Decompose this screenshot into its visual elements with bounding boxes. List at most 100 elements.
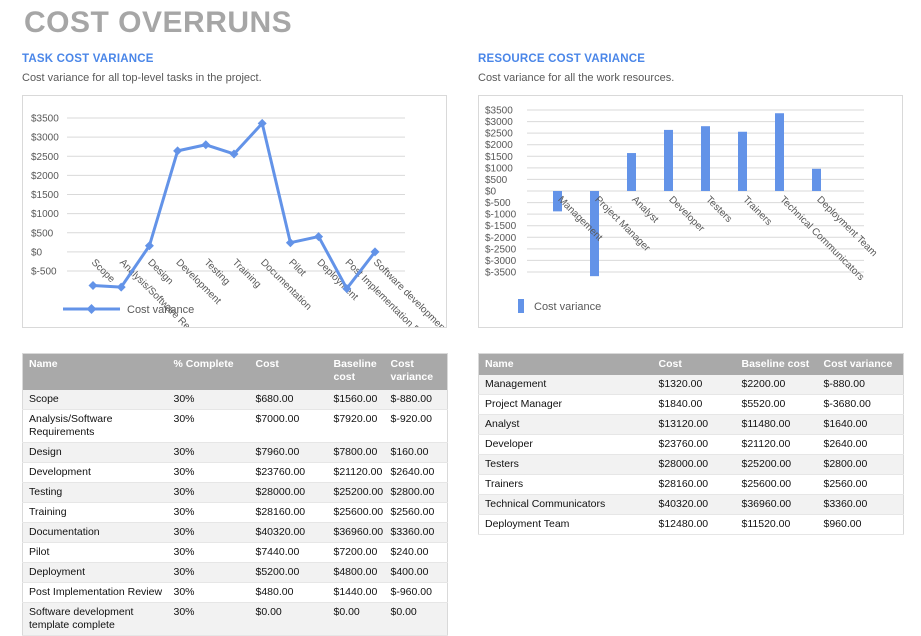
table-cell: Testing <box>22 482 168 503</box>
table-cell: $11520.00 <box>735 514 818 535</box>
table-cell: $3360.00 <box>817 494 904 515</box>
table-cell: Post Implementation Review <box>22 582 168 603</box>
task-cost-variance-line-chart: $3500 $3000 $2500 $2000 $1500 $1000 $500 $0 $-50… <box>22 95 447 328</box>
table-cell: Software development template complete <box>22 602 168 636</box>
table-row: Development 30% $23760.00 $21120.00 $2640.00 <box>22 462 448 483</box>
y-axis-tick-label: $-1500 <box>485 221 517 232</box>
table-cell: 30% <box>167 442 250 463</box>
cost-variance-bar <box>775 113 784 191</box>
resource-cost-table: Name Cost Baseline cost Cost variance Manage… <box>478 353 904 535</box>
table-cell: $2800.00 <box>384 482 448 503</box>
table-cell: $28000.00 <box>249 482 328 503</box>
table-cell: $2200.00 <box>735 375 818 395</box>
table-cell: $2560.00 <box>817 474 904 495</box>
table-cell: $21120.00 <box>735 434 818 455</box>
table-cell: $400.00 <box>384 562 448 583</box>
table-cell: $680.00 <box>249 390 328 410</box>
y-axis-tick-label: $500 <box>485 175 508 186</box>
table-cell: Analyst <box>478 414 653 435</box>
y-axis-tick-label: $1500 <box>485 152 513 163</box>
task-cost-variance-section: TASK COST VARIANCE Cost variance for all… <box>22 53 448 636</box>
table-row: Post Implementation Review 30% $480.00 $144… <box>22 582 448 603</box>
table-row: Design 30% $7960.00 $7800.00 $160.00 <box>22 442 448 463</box>
table-cell: $5200.00 <box>249 562 328 583</box>
table-cell: $23760.00 <box>249 462 328 483</box>
y-axis-tick-label: $3500 <box>485 106 513 117</box>
table-cell: $480.00 <box>249 582 328 603</box>
x-axis-category-label: Trainers <box>740 194 773 227</box>
table-row: Developer $23760.00 $21120.00 $2640.00 <box>478 434 904 455</box>
column-header: Cost <box>652 353 736 375</box>
table-row: Analyst $13120.00 $11480.00 $1640.00 <box>478 414 904 435</box>
table-cell: $2640.00 <box>817 434 904 455</box>
table-cell: Deployment Team <box>478 514 653 535</box>
cost-variance-bar <box>590 191 599 277</box>
y-axis-tick-label: $1000 <box>31 209 59 220</box>
data-point-marker <box>88 281 98 291</box>
column-header: % Complete <box>167 353 250 390</box>
table-cell: $13120.00 <box>652 414 736 435</box>
table-cell: $25200.00 <box>735 454 818 475</box>
table-cell: Development <box>22 462 168 483</box>
table-cell: $3360.00 <box>384 522 448 543</box>
y-axis-tick-label: $-3500 <box>485 268 517 279</box>
table-cell: Pilot <box>22 542 168 563</box>
section-description-resource: Cost variance for all the work resources… <box>478 72 675 84</box>
table-cell: $7000.00 <box>249 409 328 443</box>
table-cell: $-880.00 <box>384 390 448 410</box>
table-row: Software development template complete 30… <box>22 602 448 636</box>
resource-cost-variance-bar-chart: $3500 $3000 $2500 $2000 $1500 $1000 $500 $0 $-50… <box>478 95 903 328</box>
table-cell: Analysis/Software Requirements <box>22 409 168 443</box>
legend-diamond-marker <box>86 304 97 314</box>
column-header: Name <box>22 353 168 390</box>
table-cell: $36960.00 <box>327 522 385 543</box>
table-cell: $5520.00 <box>735 394 818 415</box>
y-axis-tick-label: $-1000 <box>485 210 517 221</box>
data-point-marker <box>314 232 324 242</box>
table-cell: $7960.00 <box>249 442 328 463</box>
table-cell: $11480.00 <box>735 414 818 435</box>
y-axis-tick-label: $1500 <box>31 190 59 201</box>
table-row: Analysis/Software Requirements 30% $7000.0… <box>22 409 448 443</box>
table-cell: $0.00 <box>249 602 328 636</box>
table-cell: Developer <box>478 434 653 455</box>
table-cell: $7920.00 <box>327 409 385 443</box>
table-cell: $25600.00 <box>327 502 385 523</box>
y-axis-tick-label: $0 <box>485 187 497 198</box>
x-axis-category-label: Analyst <box>629 194 660 225</box>
table-cell: $160.00 <box>384 442 448 463</box>
y-axis-tick-label: $2000 <box>485 140 513 151</box>
table-row: Technical Communicators $40320.00 $36960.0… <box>478 494 904 515</box>
table-cell: Technical Communicators <box>478 494 653 515</box>
table-cell: 30% <box>167 409 250 443</box>
y-axis-tick-label: $500 <box>31 228 54 239</box>
table-cell: $960.00 <box>817 514 904 535</box>
y-axis-tick-label: $2500 <box>485 129 513 140</box>
table-cell: 30% <box>167 390 250 410</box>
table-cell: $28160.00 <box>652 474 736 495</box>
table-cell: $12480.00 <box>652 514 736 535</box>
table-cell: 30% <box>167 462 250 483</box>
data-point-marker <box>342 284 352 294</box>
data-point-marker <box>285 238 295 248</box>
table-cell: $-920.00 <box>384 409 448 443</box>
cost-variance-bar <box>738 131 747 191</box>
y-axis-tick-label: $3500 <box>31 114 59 125</box>
y-axis-tick-label: $-2000 <box>485 233 517 244</box>
data-point-marker <box>173 146 183 156</box>
table-cell: $4800.00 <box>327 562 385 583</box>
column-header: Name <box>478 353 653 375</box>
data-point-marker <box>229 149 239 159</box>
table-cell: 30% <box>167 502 250 523</box>
table-row: Management $1320.00 $2200.00 $-880.00 <box>478 375 904 395</box>
table-cell: 30% <box>167 602 250 636</box>
table-cell: $1320.00 <box>652 375 736 395</box>
table-cell: $21120.00 <box>327 462 385 483</box>
table-row: Project Manager $1840.00 $5520.00 $-3680.00 <box>478 394 904 415</box>
cost-variance-bar <box>664 129 673 191</box>
table-cell: $0.00 <box>327 602 385 636</box>
cost-variance-bar <box>627 153 636 191</box>
table-cell: 30% <box>167 522 250 543</box>
table-cell: Testers <box>478 454 653 475</box>
